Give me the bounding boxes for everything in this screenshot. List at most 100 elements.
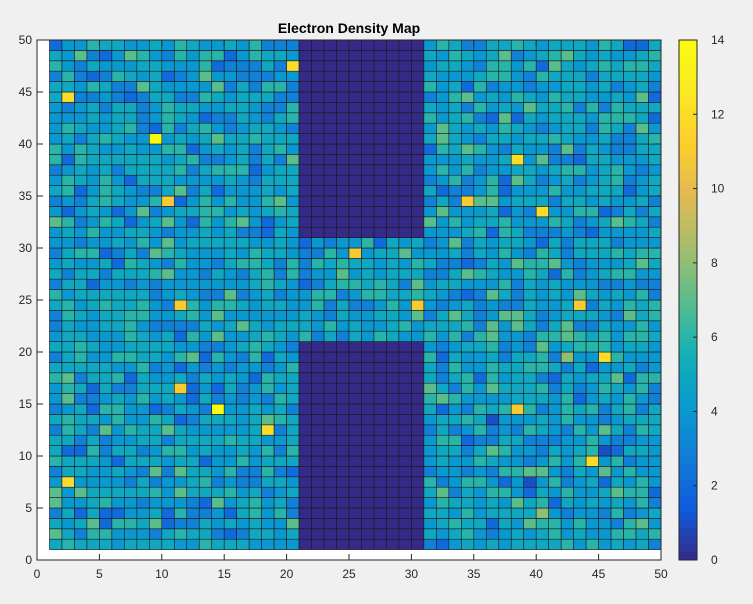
heatmap-cell: [86, 507, 100, 519]
heatmap-cell: [74, 258, 88, 270]
heatmap-cell: [286, 278, 300, 290]
heatmap-cell: [261, 226, 275, 238]
heatmap-cell: [585, 299, 599, 311]
heatmap-cell: [560, 143, 574, 155]
heatmap-cell: [223, 455, 237, 467]
heatmap-cell: [635, 362, 649, 374]
heatmap-cell: [573, 382, 587, 394]
heatmap-cell: [211, 434, 225, 446]
heatmap-cell: [261, 445, 275, 457]
heatmap-cell: [198, 424, 213, 436]
heatmap-cell: [74, 278, 88, 290]
heatmap-cell: [548, 476, 562, 488]
heatmap-cell: [348, 289, 362, 301]
heatmap-cell: [560, 102, 574, 114]
heatmap-cell: [74, 414, 88, 426]
heatmap-cell: [236, 247, 250, 259]
heatmap-cell: [523, 112, 537, 124]
heatmap-cell: [49, 154, 63, 166]
heatmap-cell: [610, 362, 624, 374]
heatmap-cell: [598, 60, 612, 72]
heatmap-cell: [361, 497, 375, 509]
heatmap-cell: [99, 538, 113, 550]
heatmap-cell: [461, 320, 475, 332]
heatmap-cell: [74, 50, 88, 62]
heatmap-cell: [461, 434, 475, 446]
heatmap-cell: [136, 466, 150, 478]
heatmap-cell: [173, 455, 188, 467]
heatmap-cell: [411, 39, 425, 51]
heatmap-cell: [448, 206, 462, 218]
heatmap-cell: [311, 528, 325, 540]
heatmap-cell: [124, 164, 138, 176]
heatmap-cell: [585, 278, 599, 290]
heatmap-cell: [211, 382, 225, 394]
y-tick-label: 35: [19, 189, 33, 203]
colorbar-segment: [679, 121, 697, 130]
heatmap-cell: [348, 122, 362, 134]
heatmap-cell: [348, 476, 362, 488]
heatmap-cell: [361, 424, 375, 436]
heatmap-cell: [111, 362, 125, 374]
heatmap-cell: [311, 310, 325, 322]
heatmap-cell: [560, 50, 574, 62]
heatmap-cell: [49, 466, 63, 478]
heatmap-cell: [111, 528, 125, 540]
heatmap-cell: [211, 216, 225, 228]
heatmap-cell: [136, 299, 150, 311]
heatmap-cell: [386, 434, 400, 446]
heatmap-cell: [186, 382, 200, 394]
heatmap-cell: [223, 289, 237, 301]
heatmap-cell: [236, 81, 250, 93]
heatmap-cell: [473, 268, 487, 280]
heatmap-cell: [173, 164, 188, 176]
heatmap-cell: [211, 164, 225, 176]
heatmap-cell: [386, 226, 400, 238]
heatmap-cell: [548, 122, 562, 134]
heatmap-cell: [535, 362, 549, 374]
heatmap-cell: [236, 424, 250, 436]
heatmap-cell: [386, 278, 400, 290]
heatmap-cell: [398, 258, 412, 270]
colorbar-segment: [679, 446, 697, 455]
heatmap-cell: [161, 206, 175, 218]
heatmap-cell: [124, 424, 138, 436]
heatmap-cell: [386, 424, 400, 436]
heatmap-cell: [448, 372, 462, 384]
heatmap-cell: [298, 195, 312, 207]
heatmap-cell: [623, 310, 637, 322]
heatmap-cell: [248, 278, 262, 290]
heatmap-cell: [473, 497, 487, 509]
heatmap-cell: [411, 403, 425, 415]
heatmap-cell: [311, 497, 325, 509]
heatmap-cell: [61, 424, 75, 436]
heatmap-cell: [386, 70, 400, 82]
heatmap-cell: [498, 185, 512, 197]
heatmap-cell: [498, 372, 512, 384]
heatmap-cell: [573, 258, 587, 270]
heatmap-cell: [386, 174, 400, 186]
heatmap-cell: [336, 507, 350, 519]
heatmap-cell: [436, 299, 450, 311]
heatmap-cell: [261, 122, 275, 134]
heatmap-cell: [211, 133, 225, 145]
heatmap-cell: [498, 143, 512, 155]
heatmap-cell: [610, 382, 624, 394]
heatmap-cell: [261, 310, 275, 322]
heatmap-cell: [273, 538, 287, 550]
plot-area: [36, 39, 662, 561]
colorbar-segment: [679, 96, 697, 106]
heatmap-cell: [423, 434, 437, 446]
heatmap-cell: [348, 102, 362, 114]
heatmap-cell: [149, 247, 163, 259]
heatmap-cell: [386, 403, 400, 415]
heatmap-cell: [498, 91, 512, 103]
heatmap-cell: [623, 133, 637, 145]
heatmap-cell: [61, 39, 75, 51]
heatmap-cell: [236, 403, 250, 415]
heatmap-cell: [86, 320, 100, 332]
heatmap-cell: [74, 538, 88, 550]
heatmap-cell: [548, 372, 562, 384]
heatmap-cell: [161, 60, 175, 72]
heatmap-cell: [498, 320, 512, 332]
